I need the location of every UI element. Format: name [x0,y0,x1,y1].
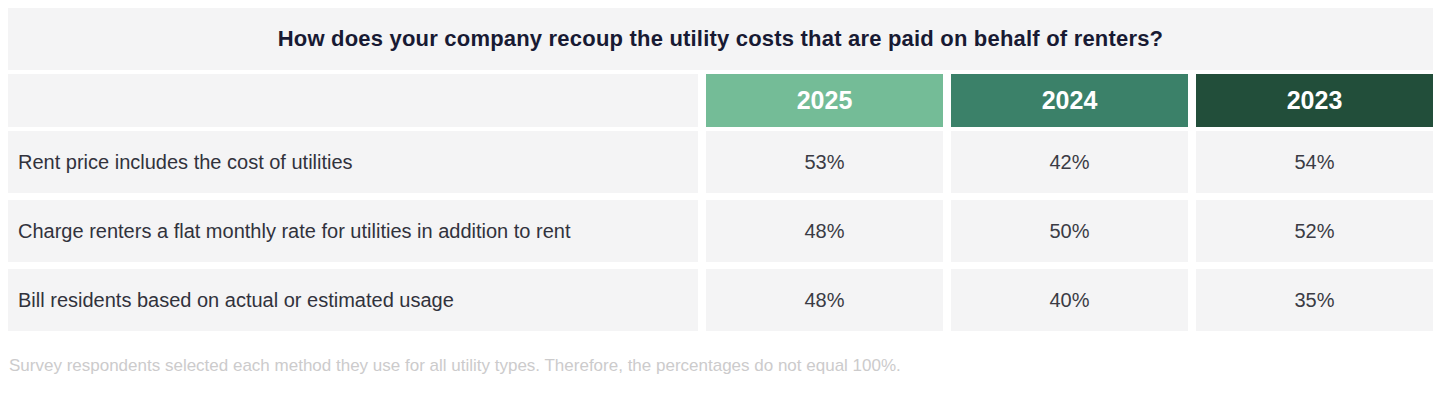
cell-value: 54% [1196,131,1433,193]
column-header-2023: 2023 [1196,74,1433,127]
row-label: Bill residents based on actual or estima… [8,269,698,331]
table-title-bar: How does your company recoup the utility… [8,8,1433,70]
cell-value: 48% [706,269,943,331]
table-row: Bill residents based on actual or estima… [8,269,1433,331]
table-footnote: Survey respondents selected each method … [8,356,1433,376]
table-row: Charge renters a flat monthly rate for u… [8,200,1433,262]
column-header-2025: 2025 [706,74,943,127]
cell-value: 40% [951,269,1188,331]
table-header-row: 2025 2024 2023 [8,74,1433,127]
cell-value: 52% [1196,200,1433,262]
table-title: How does your company recoup the utility… [278,26,1164,52]
cell-value: 53% [706,131,943,193]
cell-value: 35% [1196,269,1433,331]
cell-value: 48% [706,200,943,262]
column-header-2024: 2024 [951,74,1188,127]
cell-value: 42% [951,131,1188,193]
header-empty-cell [8,74,698,127]
table-row: Rent price includes the cost of utilitie… [8,131,1433,193]
survey-table-figure: How does your company recoup the utility… [0,0,1440,376]
row-label: Rent price includes the cost of utilitie… [8,131,698,193]
cell-value: 50% [951,200,1188,262]
row-label: Charge renters a flat monthly rate for u… [8,200,698,262]
